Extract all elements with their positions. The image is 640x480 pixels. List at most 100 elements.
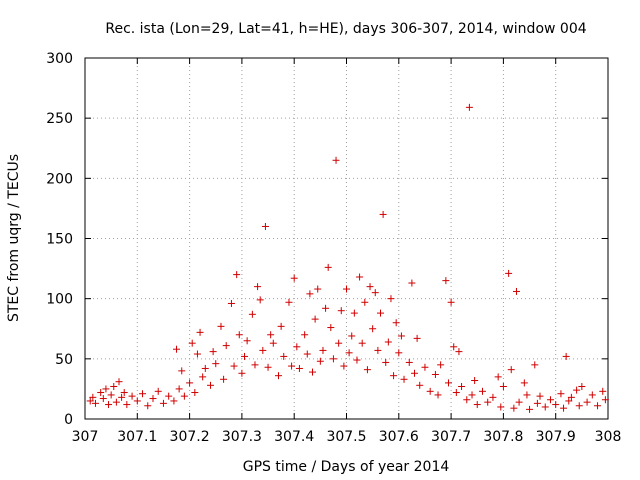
data-point bbox=[567, 393, 575, 401]
data-point bbox=[335, 339, 343, 347]
x-tick-label: 307.3 bbox=[222, 429, 262, 445]
data-point bbox=[395, 349, 403, 357]
x-tick-label: 307.9 bbox=[536, 429, 576, 445]
data-point bbox=[578, 383, 586, 391]
data-point bbox=[526, 405, 534, 413]
y-tick-label: 50 bbox=[55, 352, 73, 368]
data-point bbox=[416, 381, 424, 389]
data-point bbox=[241, 352, 249, 360]
data-point bbox=[421, 363, 429, 371]
data-point bbox=[458, 383, 466, 391]
data-point bbox=[413, 334, 421, 342]
data-point bbox=[123, 401, 131, 409]
data-point bbox=[560, 404, 568, 412]
data-point bbox=[382, 358, 390, 366]
data-point bbox=[455, 348, 463, 356]
data-point bbox=[387, 295, 395, 303]
data-point bbox=[363, 366, 371, 374]
data-point bbox=[235, 331, 243, 339]
x-tick-label: 307.2 bbox=[170, 429, 210, 445]
data-point bbox=[290, 274, 298, 282]
data-point bbox=[573, 386, 581, 394]
data-point bbox=[531, 361, 539, 369]
data-point bbox=[112, 398, 120, 406]
data-point bbox=[314, 285, 322, 293]
data-point bbox=[149, 395, 157, 403]
data-point bbox=[99, 395, 107, 403]
data-point bbox=[230, 362, 238, 370]
data-point bbox=[165, 392, 173, 400]
data-point bbox=[599, 387, 607, 395]
data-point bbox=[329, 355, 337, 363]
data-point bbox=[390, 372, 398, 380]
data-point bbox=[478, 387, 486, 395]
data-point bbox=[400, 375, 408, 383]
data-point bbox=[371, 289, 379, 297]
data-point bbox=[285, 298, 293, 306]
data-point bbox=[507, 366, 515, 374]
data-point bbox=[512, 287, 520, 295]
data-point bbox=[251, 361, 259, 369]
data-point bbox=[450, 343, 458, 351]
data-point bbox=[301, 331, 309, 339]
y-tick-label: 150 bbox=[46, 232, 73, 248]
data-point bbox=[295, 364, 303, 372]
data-point bbox=[489, 393, 497, 401]
data-point bbox=[327, 324, 335, 332]
data-point bbox=[408, 279, 416, 287]
data-point bbox=[471, 376, 479, 384]
data-point bbox=[133, 397, 141, 405]
data-point bbox=[588, 391, 596, 399]
data-point bbox=[515, 398, 523, 406]
x-tick-label: 308 bbox=[595, 429, 622, 445]
data-point bbox=[102, 385, 110, 393]
data-point bbox=[552, 401, 560, 409]
data-point bbox=[353, 356, 361, 364]
data-point bbox=[178, 367, 186, 375]
y-tick-label: 0 bbox=[64, 412, 73, 428]
data-point bbox=[575, 402, 583, 410]
data-point bbox=[248, 310, 256, 318]
data-point bbox=[345, 349, 353, 357]
data-point bbox=[594, 402, 602, 410]
y-axis-label: STEC from uqrg / TECUs bbox=[6, 154, 22, 322]
data-point bbox=[431, 370, 439, 378]
data-point bbox=[199, 373, 207, 381]
data-point bbox=[275, 372, 283, 380]
data-point bbox=[374, 346, 382, 354]
data-point bbox=[288, 362, 296, 370]
data-point bbox=[154, 387, 162, 395]
data-point bbox=[261, 222, 269, 230]
data-point bbox=[196, 328, 204, 336]
y-tick-label: 250 bbox=[46, 111, 73, 127]
x-tick-label: 307.1 bbox=[117, 429, 157, 445]
chart-title: Rec. ista (Lon=29, Lat=41, h=HE), days 3… bbox=[105, 21, 586, 37]
data-point bbox=[173, 345, 181, 353]
data-point bbox=[337, 307, 345, 315]
data-point bbox=[144, 402, 152, 410]
data-point bbox=[303, 350, 311, 358]
axis-ticks: 307 307.1 307.2 307.3 307.4 307.5 307.6 307.7 30… bbox=[46, 51, 621, 445]
data-point bbox=[520, 379, 528, 387]
data-point bbox=[110, 383, 118, 391]
grid-lines bbox=[85, 58, 608, 419]
data-point bbox=[207, 381, 215, 389]
data-point bbox=[89, 393, 97, 401]
data-point bbox=[159, 399, 167, 407]
data-point bbox=[583, 398, 591, 406]
data-point bbox=[267, 331, 275, 339]
data-point bbox=[293, 343, 301, 351]
x-tick-label: 307.6 bbox=[379, 429, 419, 445]
data-point bbox=[170, 397, 178, 405]
data-point bbox=[306, 290, 314, 298]
data-point bbox=[392, 319, 400, 327]
data-point bbox=[358, 339, 366, 347]
data-point bbox=[499, 383, 507, 391]
data-point bbox=[309, 368, 317, 376]
data-point bbox=[201, 364, 209, 372]
data-point bbox=[444, 379, 452, 387]
data-point bbox=[601, 396, 609, 404]
data-point bbox=[220, 375, 228, 383]
x-axis-label: GPS time / Days of year 2014 bbox=[243, 459, 450, 475]
data-point bbox=[277, 322, 285, 330]
